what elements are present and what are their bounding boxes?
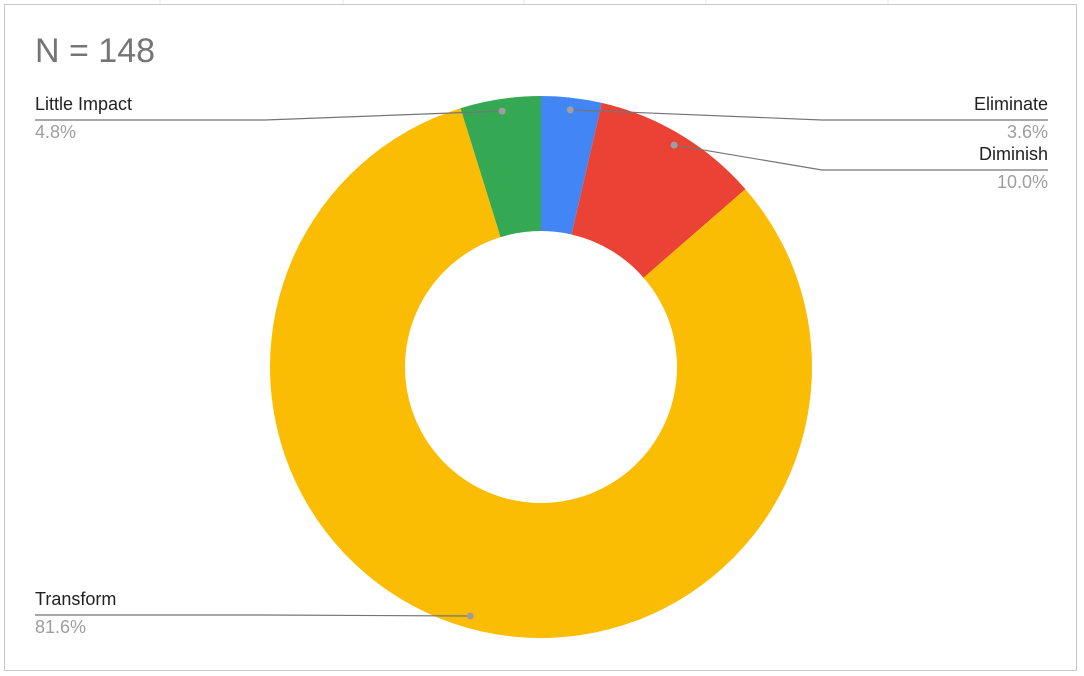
donut-slice <box>571 102 746 278</box>
slice-value-label: 10.0% <box>997 172 1048 192</box>
chart-border <box>4 4 1077 671</box>
leader-line <box>35 110 503 121</box>
leader-line <box>674 144 1048 171</box>
slice-value-label: 3.6% <box>1007 122 1048 142</box>
slice-label: Transform <box>35 589 116 609</box>
donut-slice <box>269 108 812 639</box>
slice-label: Eliminate <box>974 94 1048 114</box>
leader-dot <box>566 106 574 114</box>
leader-line <box>35 614 471 617</box>
donut-slice <box>460 96 541 238</box>
donut-slice <box>541 96 602 235</box>
leader-dot <box>498 107 506 115</box>
slice-label: Little Impact <box>35 94 132 114</box>
leader-dot <box>670 141 678 149</box>
slice-value-label: 4.8% <box>35 122 76 142</box>
leader-line <box>570 109 1048 121</box>
sheet-grid <box>159 0 889 4</box>
slice-label: Diminish <box>979 144 1048 164</box>
slice-value-label: 81.6% <box>35 617 86 637</box>
leader-dot <box>466 612 474 620</box>
chart-title: N = 148 <box>35 32 155 70</box>
